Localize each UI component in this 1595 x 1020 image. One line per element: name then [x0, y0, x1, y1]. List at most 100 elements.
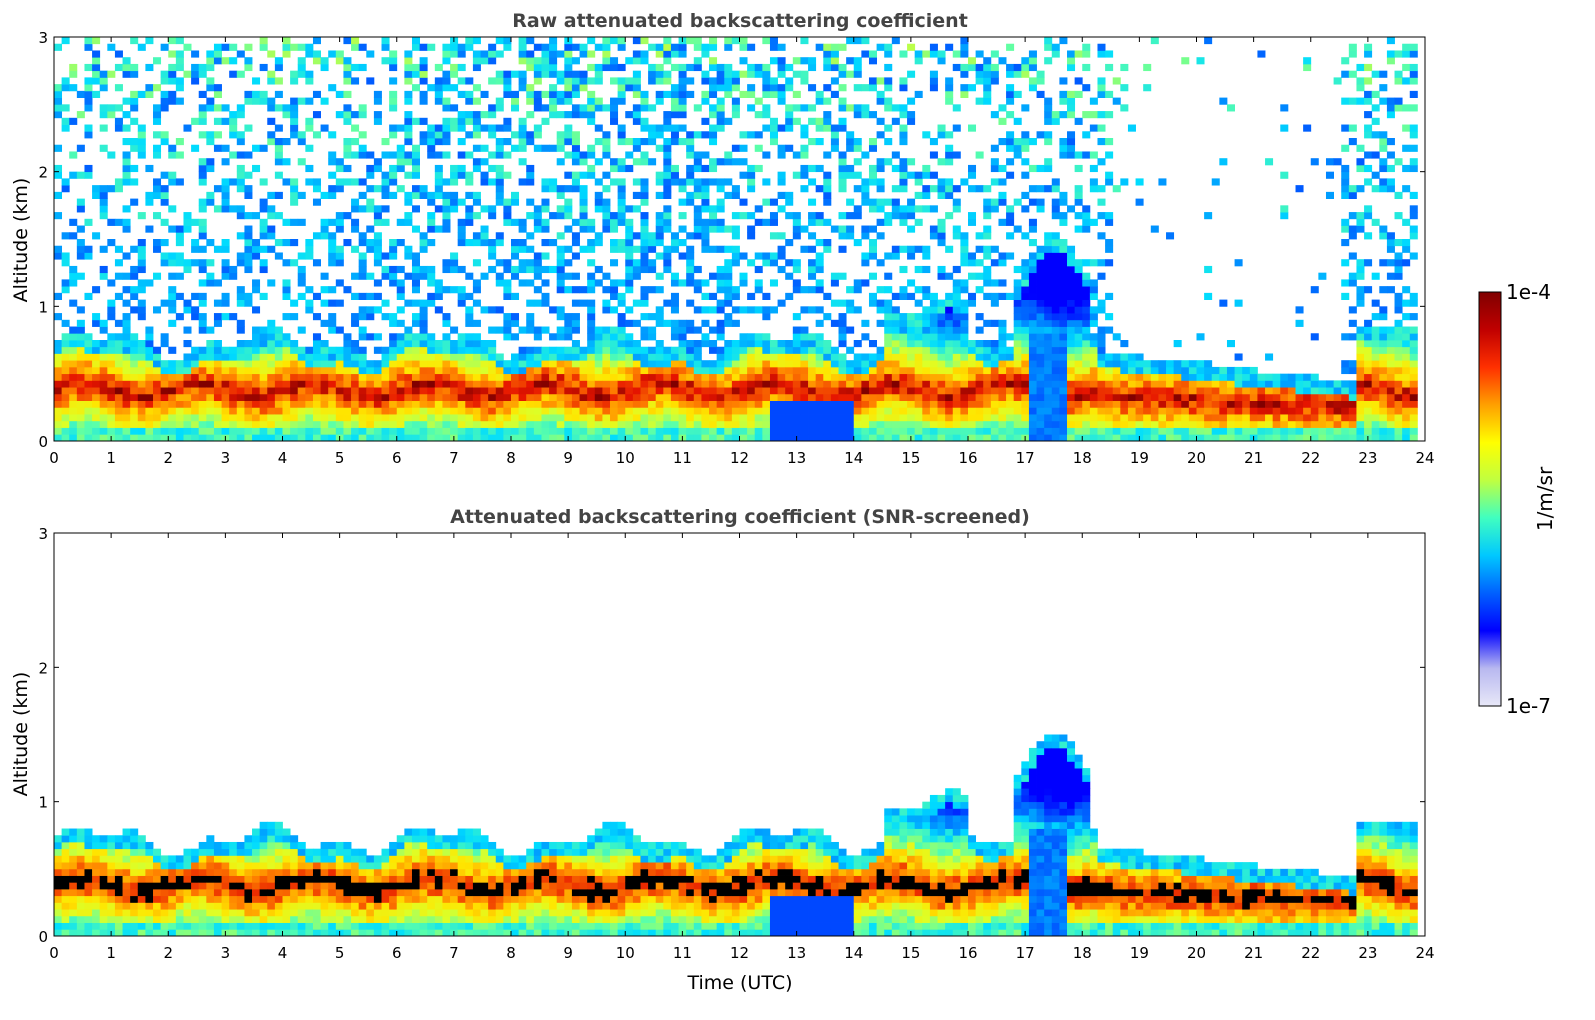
heatmap-cell [762, 63, 771, 72]
heatmap-cell [107, 414, 116, 422]
heatmap-cell [373, 245, 382, 253]
heatmap-cell [541, 360, 550, 368]
heatmap-cell [617, 158, 626, 166]
heatmap-cell [830, 346, 839, 354]
heatmap-cell [1059, 272, 1068, 280]
heatmap-cell [929, 353, 938, 361]
heatmap-cell [625, 218, 634, 226]
heatmap-cell [366, 393, 375, 401]
heatmap-cell [929, 420, 938, 428]
heatmap-cell [571, 272, 580, 280]
heatmap-cell [1067, 138, 1076, 146]
heatmap-cell [808, 212, 817, 220]
heatmap-cell [670, 387, 679, 395]
heatmap-cell [160, 104, 169, 112]
heatmap-cell [1059, 346, 1068, 354]
heatmap-cell [777, 393, 786, 401]
heatmap-cell [716, 373, 725, 381]
heatmap-cell [1097, 326, 1106, 334]
heatmap-cell [975, 286, 984, 294]
heatmap-cell [808, 380, 817, 388]
heatmap-cell [259, 178, 268, 186]
heatmap-cell [990, 111, 999, 119]
heatmap-cell [716, 198, 725, 206]
heatmap-cell [69, 434, 78, 442]
heatmap-cell [351, 205, 360, 213]
heatmap-cell [503, 205, 512, 213]
heatmap-cell [274, 158, 283, 166]
heatmap-cell [952, 104, 961, 112]
heatmap-cell [884, 407, 893, 415]
heatmap-cell [495, 37, 504, 45]
heatmap-cell [549, 84, 558, 92]
heatmap-cell [1028, 299, 1037, 307]
heatmap-cell [175, 373, 184, 381]
heatmap-cell [579, 393, 588, 401]
heatmap-cell [122, 387, 131, 395]
heatmap-cell [1188, 434, 1197, 442]
heatmap-cell [206, 63, 215, 72]
heatmap-cell [968, 57, 977, 65]
heatmap-cell [891, 333, 900, 341]
heatmap-cell [929, 326, 938, 334]
heatmap-cell [815, 212, 824, 220]
heatmap-cell [564, 326, 573, 334]
heatmap-cell [731, 353, 740, 361]
heatmap-cell [876, 205, 885, 213]
heatmap-cell [450, 427, 459, 435]
heatmap-cell [747, 353, 756, 361]
heatmap-cell [511, 252, 520, 260]
heatmap-cell [1204, 292, 1213, 300]
heatmap-cell [968, 407, 977, 415]
heatmap-cell [617, 420, 626, 428]
heatmap-cell [564, 373, 573, 381]
heatmap-cell [259, 245, 268, 253]
heatmap-cell [632, 117, 641, 125]
heatmap-cell [54, 90, 63, 98]
heatmap-cell [130, 144, 139, 152]
heatmap-cell [762, 178, 771, 186]
heatmap-cell [1028, 225, 1037, 233]
heatmap-cell [724, 37, 733, 45]
heatmap-cell [305, 393, 314, 401]
heatmap-cell [754, 63, 763, 72]
heatmap-cell [213, 313, 222, 321]
heatmap-cell [853, 111, 862, 119]
heatmap-cell [244, 259, 253, 267]
heatmap-cell [328, 158, 337, 166]
heatmap-cell [709, 407, 718, 415]
heatmap-cell [1036, 407, 1045, 415]
heatmap-cell [274, 387, 283, 395]
heatmap-cell [381, 252, 390, 260]
heatmap-cell [419, 191, 428, 199]
heatmap-cell [1181, 434, 1190, 442]
heatmap-cell [678, 366, 687, 375]
heatmap-cell [236, 373, 245, 381]
heatmap-cell [198, 198, 207, 206]
heatmap-cell [777, 366, 786, 375]
heatmap-cell [92, 434, 101, 442]
heatmap-cell [1051, 333, 1060, 341]
heatmap-cell [876, 360, 885, 368]
heatmap-cell [686, 319, 695, 327]
heatmap-cell [267, 400, 276, 408]
heatmap-cell [1006, 90, 1015, 98]
heatmap-cell [975, 70, 984, 78]
heatmap-cell [846, 380, 855, 388]
heatmap-cell [107, 420, 116, 428]
heatmap-cell [815, 138, 824, 146]
heatmap-cell [457, 265, 466, 274]
heatmap-cell [122, 286, 131, 294]
heatmap-cell [69, 346, 78, 354]
heatmap-cell [1006, 138, 1015, 146]
heatmap-cell [191, 427, 200, 435]
heatmap-cell [709, 84, 718, 92]
heatmap-cell [800, 340, 809, 348]
heatmap-cell [861, 427, 870, 435]
heatmap-cell [617, 353, 626, 361]
heatmap-cell [853, 366, 862, 375]
heatmap-cell [1150, 380, 1159, 388]
heatmap-cell [800, 387, 809, 395]
heatmap-cell [838, 387, 847, 395]
heatmap-cell [472, 353, 481, 361]
